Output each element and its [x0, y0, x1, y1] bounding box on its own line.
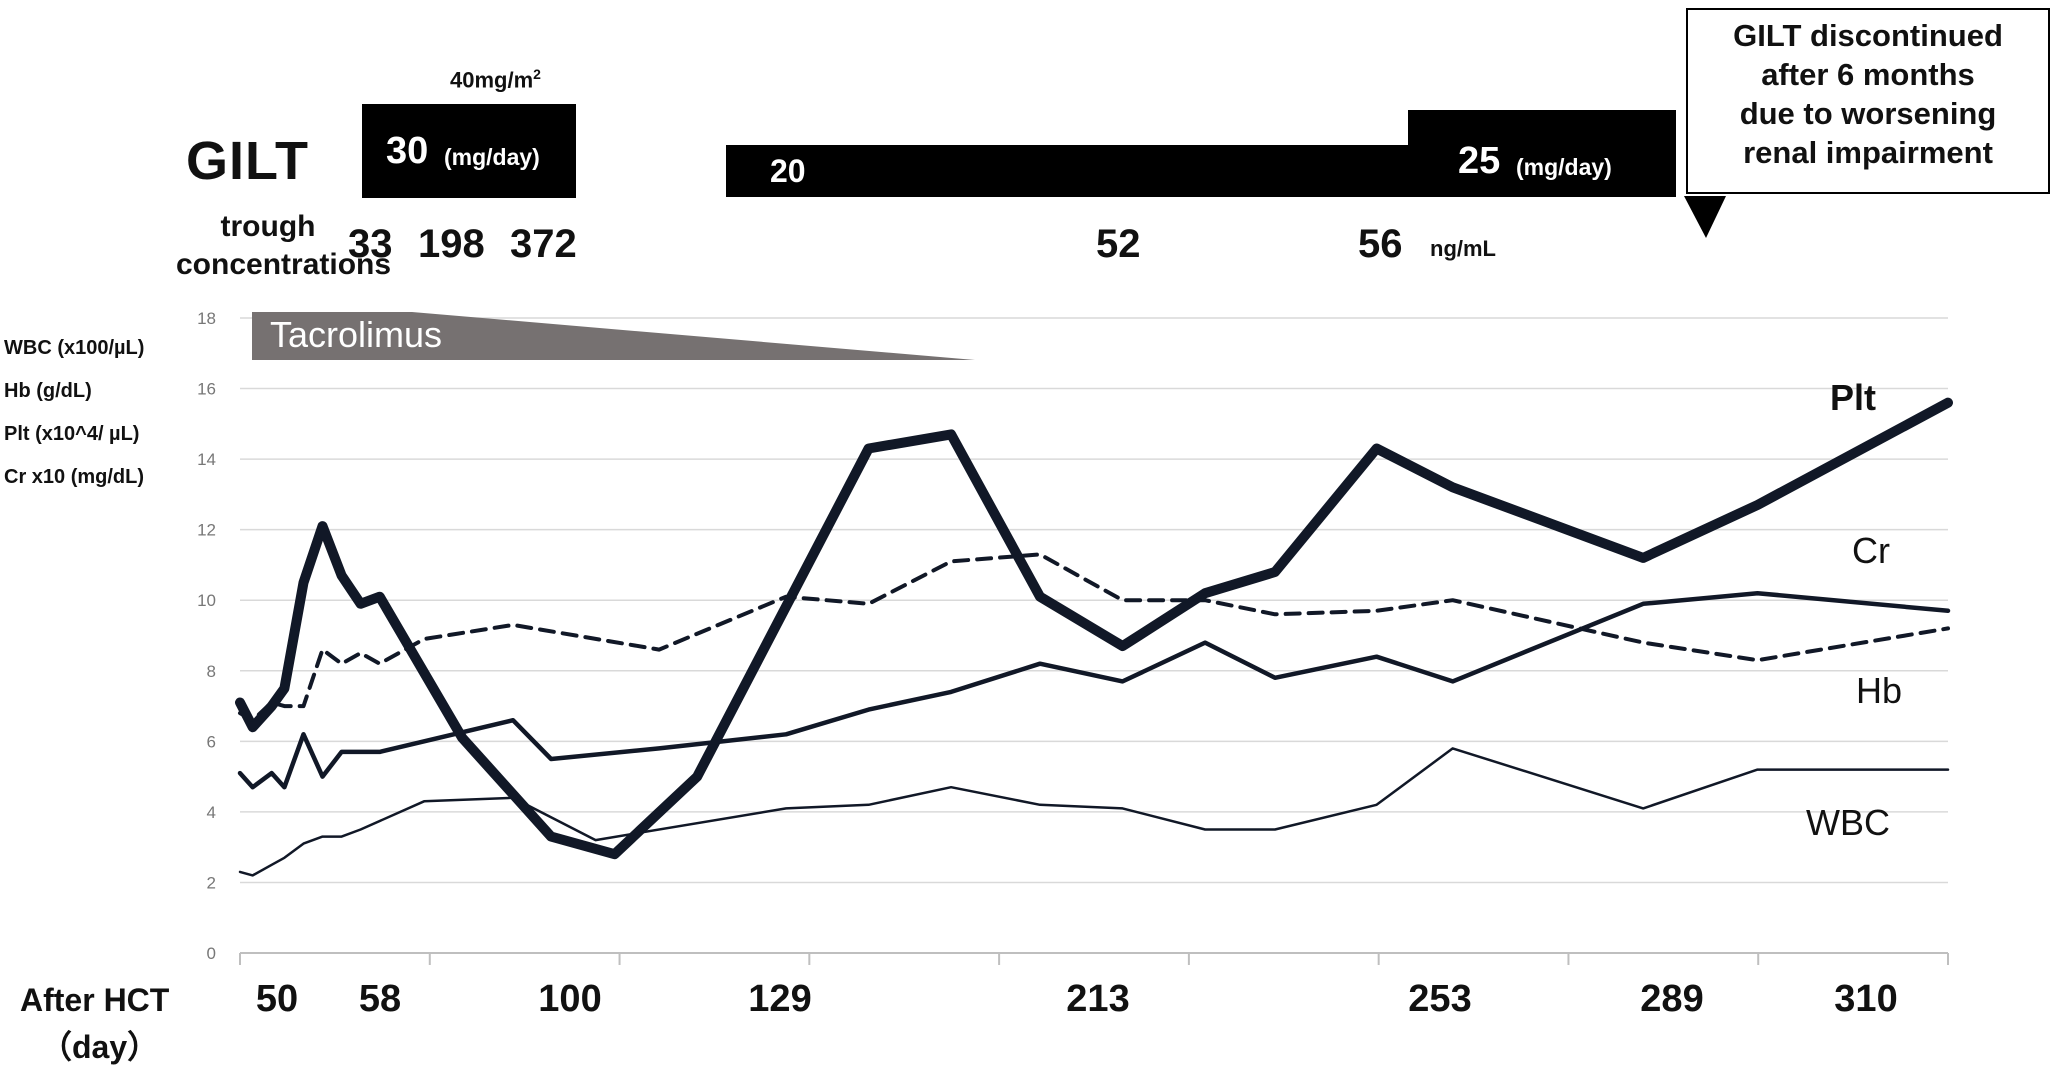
callout-line: renal impairment: [1743, 135, 1993, 170]
y-label-cr: Cr x10 (mg/dL): [4, 466, 145, 488]
y-label-plt: Plt (x10^4/ µL): [4, 423, 140, 445]
trough-value: 56: [1358, 222, 1403, 266]
y-label-wbc: WBC (x100/µL): [4, 337, 145, 359]
y-tick-label: 16: [197, 380, 216, 399]
x-tick-label: 253: [1408, 978, 1472, 1020]
x-tick-label: 213: [1066, 978, 1130, 1020]
y-tick-label: 6: [207, 732, 216, 751]
dose-unit: (mg/day): [444, 144, 540, 170]
x-tick-label: 289: [1640, 978, 1704, 1020]
x-tick-label: 58: [358, 978, 402, 1020]
y-tick-label: 8: [207, 662, 216, 681]
y-tick-label: 12: [197, 521, 216, 540]
y-label-hb: Hb (g/dL): [4, 380, 92, 402]
dose-value: 25: [1458, 140, 1501, 182]
x-tick-label: 100: [538, 978, 602, 1020]
callout-line: GILT discontinued: [1733, 18, 2003, 53]
dose-unit: (mg/day): [1516, 154, 1612, 180]
y-tick-label: 4: [207, 803, 216, 822]
y-tick-label: 0: [207, 944, 216, 963]
callout-line: due to worsening: [1739, 96, 1997, 131]
tacrolimus-taper-bar: [252, 312, 975, 360]
series-line-wbc: [238, 747, 1950, 877]
gilt-title: GILT: [186, 131, 309, 191]
trough-unit: ng/mL: [1430, 236, 1496, 261]
y-tick-label: 10: [197, 591, 216, 610]
series-label-hb: Hb: [1856, 670, 1902, 711]
x-axis-label: After HCT: [20, 982, 170, 1018]
gilt-dose-period-2: 20: [726, 145, 1408, 197]
series-line-plt: [235, 397, 1953, 860]
trough-value: 372: [510, 222, 577, 266]
series-line-hb: [237, 590, 1951, 790]
y-tick-label: 14: [197, 450, 216, 469]
discontinuation-callout: GILT discontinued after 6 months due to …: [1686, 8, 2050, 194]
x-axis-unit: （day）: [40, 1029, 160, 1065]
y-tick-label: 2: [207, 873, 216, 892]
dose-bsa-note: 40mg/m2: [450, 66, 541, 93]
gilt-dose-period-3: 25 (mg/day): [1408, 110, 1676, 197]
callout-line: after 6 months: [1761, 57, 1975, 92]
trough-value: 33: [348, 222, 393, 266]
gilt-dose-period-1: 30 (mg/day): [362, 104, 576, 198]
tacrolimus-label: Tacrolimus: [270, 314, 442, 355]
series-label-wbc: WBC: [1806, 802, 1890, 843]
dose-value: 20: [770, 153, 806, 189]
y-tick-label: 18: [197, 309, 216, 328]
trough-label: trough concentrations: [176, 210, 392, 281]
callout-pointer: [1684, 196, 1726, 238]
trough-value: 52: [1096, 222, 1141, 266]
series-label-cr: Cr: [1852, 530, 1890, 571]
dose-value: 30: [386, 130, 429, 172]
series-label-plt: Plt: [1830, 377, 1876, 418]
x-tick-label: 310: [1834, 978, 1898, 1020]
trough-value: 198: [418, 222, 485, 266]
series-line-cr: [238, 552, 1950, 723]
x-tick-label: 50: [255, 978, 299, 1020]
x-tick-label: 129: [748, 978, 812, 1020]
